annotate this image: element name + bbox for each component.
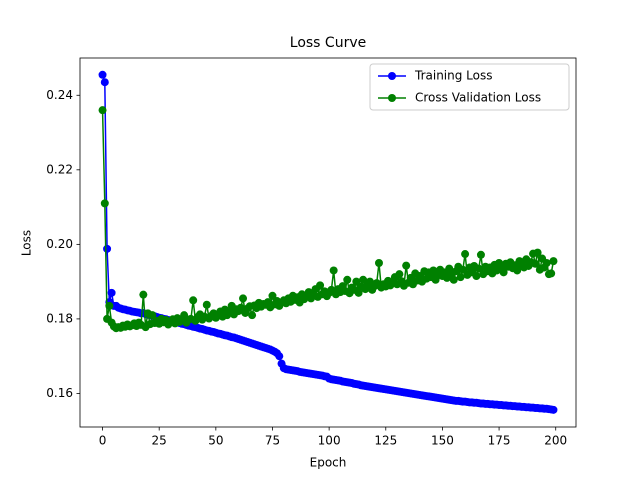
marker	[202, 300, 211, 309]
x-tick-label: 100	[318, 434, 341, 448]
x-tick-label: 50	[208, 434, 223, 448]
y-tick-label: 0.18	[46, 311, 73, 325]
marker	[139, 290, 148, 299]
marker	[268, 291, 277, 300]
marker	[476, 250, 485, 259]
marker	[474, 264, 483, 273]
marker	[329, 266, 338, 275]
series	[98, 70, 558, 414]
marker	[533, 248, 542, 257]
x-tick-label: 125	[374, 434, 397, 448]
marker	[549, 405, 558, 414]
marker	[148, 311, 157, 320]
marker	[461, 250, 470, 259]
marker	[458, 265, 467, 274]
legend-label: Cross Validation Loss	[415, 91, 541, 105]
x-tick-label: 0	[99, 434, 107, 448]
legend-marker	[388, 94, 396, 102]
marker	[98, 70, 107, 79]
marker	[449, 275, 458, 284]
marker	[542, 259, 551, 267]
axes-frame	[79, 57, 577, 428]
marker	[402, 261, 411, 270]
marker	[549, 257, 558, 266]
line	[101, 74, 554, 411]
x-tick-label: 175	[488, 434, 511, 448]
marker	[343, 275, 352, 284]
marker	[100, 199, 109, 208]
series	[98, 106, 558, 333]
marker	[248, 311, 257, 320]
x-tick-label: 150	[431, 434, 454, 448]
legend-box	[369, 63, 570, 111]
marker	[98, 106, 107, 115]
marker	[100, 78, 109, 87]
x-tick-label: 200	[544, 434, 567, 448]
y-tick-label: 0.22	[46, 162, 73, 176]
marker	[107, 288, 116, 297]
marker	[395, 270, 404, 279]
chart-title: Loss Curve	[290, 35, 366, 51]
marker	[189, 296, 198, 305]
y-tick-label: 0.24	[46, 88, 73, 102]
marker	[103, 244, 112, 253]
marker	[513, 266, 522, 275]
x-tick-label: 25	[152, 434, 167, 448]
marker	[547, 269, 556, 278]
marker	[531, 259, 540, 268]
x-tick-label: 75	[265, 434, 280, 448]
marker	[275, 352, 284, 361]
y-tick-label: 0.16	[46, 386, 73, 400]
marker	[239, 294, 248, 303]
marker	[456, 273, 465, 282]
marker	[316, 281, 325, 290]
marker	[105, 301, 114, 310]
legend-marker	[388, 72, 396, 80]
marker	[374, 259, 383, 267]
y-tick-label: 0.20	[46, 237, 73, 251]
marker	[236, 303, 245, 312]
y-axis-label: Loss	[20, 230, 34, 256]
marker	[499, 268, 508, 277]
marker	[352, 277, 361, 286]
marker	[472, 272, 481, 281]
legend-label: Training Loss	[414, 69, 492, 83]
x-axis-label: Epoch	[310, 456, 347, 470]
